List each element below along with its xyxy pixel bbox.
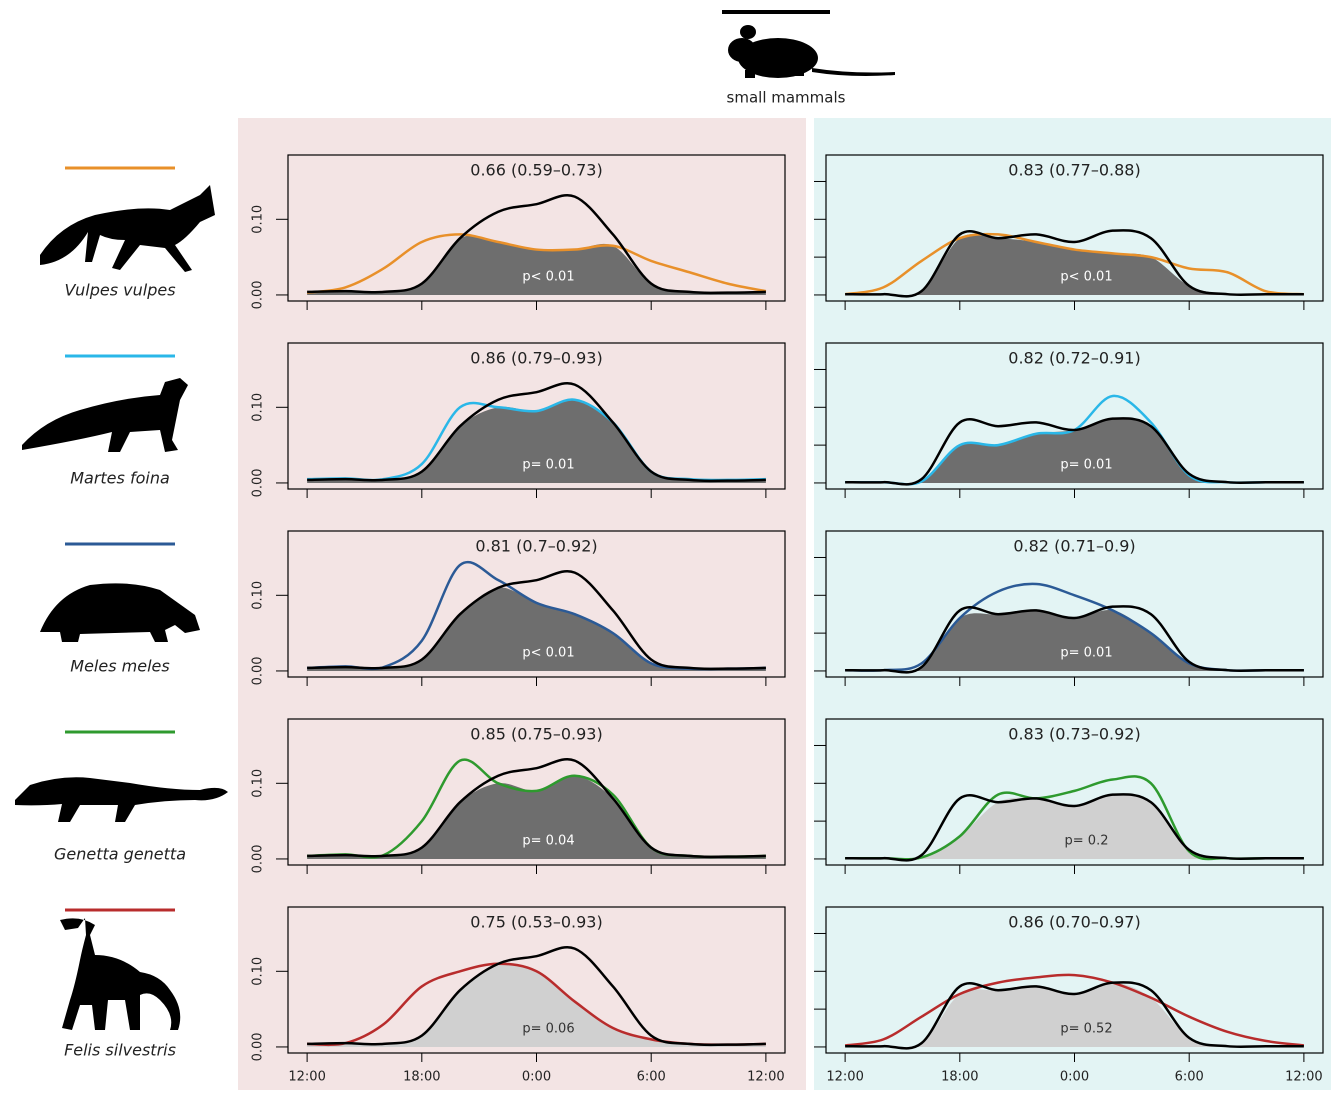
wildcat-silhouette [60,918,181,1030]
p-value: p= 0.01 [1060,646,1112,661]
y-tick-label: 0.00 [251,844,266,873]
p-value: p< 0.01 [522,646,574,661]
y-tick-label: 0.10 [251,957,266,986]
x-tick-label: 0:00 [522,1070,551,1085]
y-tick-label: 0.10 [251,769,266,798]
panel: 0.82 (0.71–0.9) p= 0.01 [814,530,1324,686]
panel: 0.75 (0.53–0.93) p= 0.06 0.00 0.10 12:00 18:0… [251,906,786,1085]
density-line [845,981,1304,1050]
overlap-area [307,775,766,859]
overlap-area [845,610,1304,672]
x-tick-label: 18:00 [403,1070,440,1085]
overlap-area [307,399,766,483]
genet-silhouette [15,777,228,822]
overlap-area [307,587,766,671]
density-line [845,417,1304,486]
mouse-silhouette [728,25,895,78]
p-value: p= 0.04 [522,834,574,849]
p-value: p= 0.52 [1060,1022,1112,1037]
x-tick-label: 6:00 [1175,1070,1204,1085]
overlap-area [845,982,1304,1048]
overlap-estimate: 0.66 (0.59–0.73) [470,161,602,180]
y-tick-label: 0.10 [251,393,266,422]
x-tick-label: 0:00 [1060,1070,1089,1085]
density-line [845,229,1304,298]
p-value: p= 0.2 [1065,834,1109,849]
y-tick-label: 0.00 [251,468,266,497]
overlap-area [307,962,766,1047]
overlap-estimate: 0.81 (0.7–0.92) [475,537,597,556]
overlap-estimate: 0.82 (0.72–0.91) [1008,349,1140,368]
density-line [844,232,1304,296]
overlap-estimate: 0.75 (0.53–0.93) [470,913,602,932]
density-line [844,973,1305,1047]
overlap-area [845,418,1304,485]
overlap-estimate: 0.83 (0.77–0.88) [1008,161,1140,180]
badger-silhouette [40,583,200,642]
panel: 0.66 (0.59–0.73) p< 0.01 0.00 0.10 [251,154,786,310]
density-line [307,382,766,483]
overlap-estimate: 0.86 (0.79–0.93) [470,349,602,368]
species-label: Martes foina [70,469,170,488]
x-tick-label: 12:00 [826,1070,863,1085]
density-line [306,233,767,294]
density-line [307,946,766,1047]
panel: 0.81 (0.7–0.92) p< 0.01 0.00 0.10 [251,530,786,686]
x-tick-label: 12:00 [747,1070,784,1085]
overlap-estimate: 0.83 (0.73–0.92) [1008,725,1140,744]
x-tick-label: 18:00 [941,1070,978,1085]
fox-silhouette [40,185,215,272]
overlap-estimate: 0.85 (0.75–0.93) [470,725,602,744]
species-label: Vulpes vulpes [64,281,175,300]
p-value: p= 0.06 [522,1022,574,1037]
species-label: Genetta genetta [54,845,186,864]
overlap-area [845,234,1304,297]
marten-silhouette [22,378,188,452]
panel: 0.82 (0.72–0.91) p= 0.01 [814,342,1324,498]
panel: 0.85 (0.75–0.93) p= 0.04 0.00 0.10 [251,718,786,874]
overlap-estimate: 0.82 (0.71–0.9) [1013,537,1135,556]
header-label: small mammals [727,89,846,107]
y-tick-label: 0.10 [251,581,266,610]
x-tick-label: 6:00 [637,1070,666,1085]
p-value: p= 0.01 [1060,458,1112,473]
density-line [307,758,766,859]
density-line [307,194,766,295]
species-label: Meles meles [70,657,169,676]
density-line [845,605,1304,674]
x-tick-label: 12:00 [1285,1070,1322,1085]
y-tick-label: 0.00 [251,1032,266,1061]
panel: 0.83 (0.77–0.88) p< 0.01 [814,154,1324,310]
density-line [307,570,766,671]
panel: 0.86 (0.79–0.93) p= 0.01 0.00 0.10 [251,342,786,498]
species-label: Felis silvestris [64,1041,176,1060]
overlap-area [307,235,766,295]
p-value: p< 0.01 [522,270,574,285]
y-tick-label: 0.00 [251,280,266,309]
density-line [845,793,1304,862]
overlap-area [845,794,1304,860]
y-tick-label: 0.00 [251,656,266,685]
panel: 0.86 (0.70–0.97) p= 0.52 12:00 18:00 0:00 6:0… [814,906,1324,1085]
p-value: p= 0.01 [522,458,574,473]
y-tick-label: 0.10 [251,205,266,234]
panel: 0.83 (0.73–0.92) p= 0.2 [814,718,1324,874]
p-value: p< 0.01 [1060,270,1112,285]
silhouettes [15,185,228,1030]
overlap-estimate: 0.86 (0.70–0.97) [1008,913,1140,932]
x-tick-label: 12:00 [288,1070,325,1085]
